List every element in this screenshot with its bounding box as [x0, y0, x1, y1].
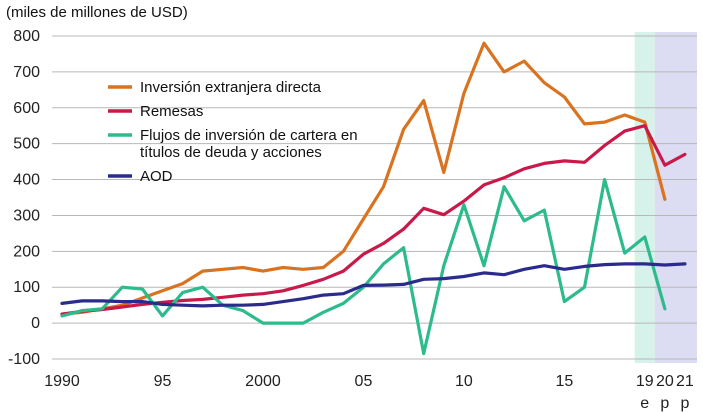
- y-tick-label: 200: [13, 243, 40, 260]
- y-tick-label: 800: [13, 28, 40, 45]
- y-tick-label: 0: [31, 315, 40, 332]
- series-line-1: [60, 124, 687, 316]
- legend-label-3: AOD: [140, 168, 173, 185]
- y-tick-label: 100: [13, 279, 40, 296]
- legend-label-0: Inversión extranjera directa: [140, 79, 322, 96]
- y-tick-label: 700: [13, 64, 40, 81]
- shaded-region-1: [654, 32, 697, 363]
- legend-label-1: Remesas: [140, 103, 203, 120]
- y-tick-label: 500: [13, 136, 40, 153]
- x-tick-label: 1990: [44, 373, 80, 390]
- x-tick-label: 05: [355, 373, 373, 390]
- y-tick-label: 600: [13, 100, 40, 117]
- y-tick-label: 400: [13, 172, 40, 189]
- shaded-region-0: [634, 32, 655, 363]
- series-line-2: [60, 178, 667, 356]
- x-tick-sublabel: p: [660, 395, 669, 412]
- shaded-forecast-regions: [634, 32, 697, 363]
- x-tick-label: 2000: [245, 373, 281, 390]
- series-lines: [60, 41, 687, 356]
- unit-label: (miles de millones de USD): [6, 4, 188, 21]
- x-tick-label: 20: [656, 373, 674, 390]
- x-tick-sublabel: e: [640, 395, 649, 412]
- legend-label-2: Flujos de inversión de cartera en títulos…: [140, 127, 358, 161]
- series-line-0: [60, 41, 667, 316]
- x-tick-label: 10: [455, 373, 473, 390]
- x-tick-label: 21: [676, 373, 694, 390]
- x-tick-label: 19: [636, 373, 654, 390]
- gridlines: [52, 35, 697, 360]
- legend: Inversión extranjera directa Remesas Flujo…: [108, 79, 358, 185]
- x-tick-sublabel: p: [680, 395, 689, 412]
- y-tick-label: -100: [8, 351, 40, 368]
- x-axis-ticks: 1990 95 2000 05 10 15 19 e 20 p 21 p: [44, 373, 694, 412]
- x-tick-label: 95: [154, 373, 172, 390]
- y-tick-label: 300: [13, 207, 40, 224]
- series-line-3: [60, 262, 687, 308]
- x-tick-label: 15: [555, 373, 573, 390]
- y-axis-ticks: -100 0 100 200 300 400 500 600 700 800: [8, 28, 40, 368]
